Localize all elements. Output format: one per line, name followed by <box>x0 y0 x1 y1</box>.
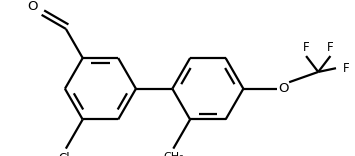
Text: F: F <box>343 62 349 75</box>
Text: Cl: Cl <box>58 152 70 156</box>
Text: O: O <box>278 82 288 95</box>
Text: F: F <box>303 41 310 54</box>
Text: F: F <box>327 41 334 54</box>
Text: O: O <box>27 0 38 13</box>
Text: CH₃: CH₃ <box>163 152 184 156</box>
